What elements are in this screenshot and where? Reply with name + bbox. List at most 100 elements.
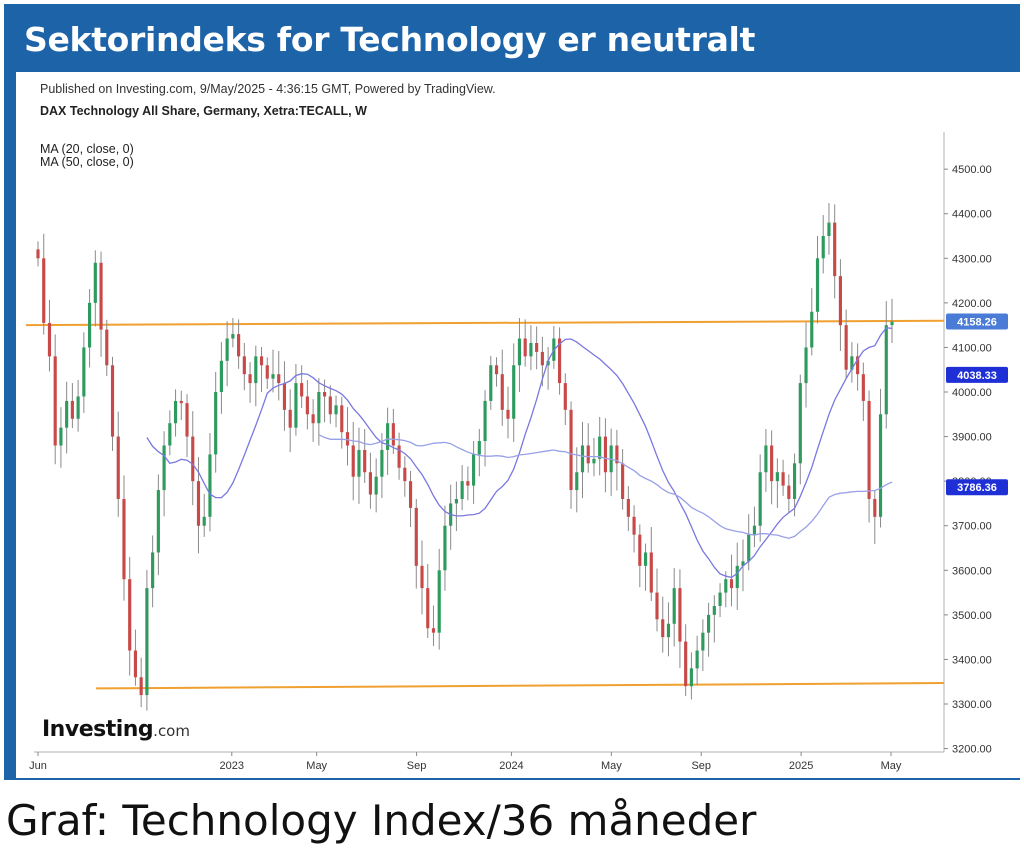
candle-body xyxy=(787,485,791,499)
candle-body xyxy=(334,405,338,415)
x-tick-label: Sep xyxy=(407,760,427,772)
y-tick-label: 3600.00 xyxy=(952,565,992,577)
candle-body xyxy=(88,302,92,348)
candle-body xyxy=(173,400,178,424)
y-tick-label: 4200.00 xyxy=(952,298,992,310)
candle-body xyxy=(110,365,115,437)
candle-body xyxy=(65,400,69,428)
candle-body xyxy=(363,449,367,473)
candle-body xyxy=(712,605,716,615)
candle-body xyxy=(466,481,470,486)
symbol-label: DAX Technology All Share, Germany, Xetra… xyxy=(40,104,367,118)
candle-body xyxy=(626,498,630,517)
candle-body xyxy=(512,365,516,419)
chart-frame: Sektorindeks for Technology er neutralt … xyxy=(4,4,1020,780)
investing-logo-mark: Investing xyxy=(42,717,154,742)
candle-body xyxy=(695,650,699,669)
price-label-text: 4038.33 xyxy=(957,370,997,382)
candle-body xyxy=(340,405,344,433)
candle-body xyxy=(523,338,527,357)
x-tick-label: May xyxy=(601,760,622,772)
candle-body xyxy=(277,374,281,384)
x-tick-label: 2024 xyxy=(499,760,523,772)
price-label-box xyxy=(946,313,1008,330)
candle-body xyxy=(191,436,195,482)
candle-body xyxy=(426,588,430,629)
candle-body xyxy=(764,445,768,473)
indicator-ma20-label: MA (20, close, 0) xyxy=(40,142,134,156)
candle-body xyxy=(535,342,539,352)
candle-body xyxy=(116,436,120,499)
y-tick-label: 4300.00 xyxy=(952,253,992,265)
investing-logo-suffix: .com xyxy=(153,722,190,740)
candle-body xyxy=(248,374,252,384)
candle-body xyxy=(792,463,797,499)
candle-body xyxy=(741,561,745,566)
published-note: Published on Investing.com, 9/May/2025 -… xyxy=(40,82,496,96)
candle-body xyxy=(838,276,842,326)
candle-body xyxy=(391,423,395,446)
resistance-line xyxy=(25,319,945,327)
candle-body xyxy=(701,632,705,651)
candle-body xyxy=(414,507,418,566)
candle-body xyxy=(219,360,223,393)
price-label-box xyxy=(946,366,1008,383)
candle-body xyxy=(214,392,218,455)
candle-body xyxy=(598,436,602,459)
candle-body xyxy=(323,392,327,397)
candle-body xyxy=(770,445,774,482)
candle-body xyxy=(76,396,80,419)
candle-body xyxy=(225,338,229,361)
y-tick-label: 4500.00 xyxy=(952,164,992,176)
candle-body xyxy=(374,476,378,495)
candle-body xyxy=(208,454,212,517)
candle-body xyxy=(99,262,103,330)
candle-body xyxy=(724,579,728,593)
candle-body xyxy=(357,449,361,477)
candle-body xyxy=(850,356,854,370)
candle-body xyxy=(305,396,309,415)
candle-body xyxy=(351,445,355,477)
candle-body xyxy=(145,588,149,696)
candle-body xyxy=(483,400,487,442)
candle-body xyxy=(386,423,390,450)
candle-body xyxy=(890,321,894,326)
candle-body xyxy=(431,628,436,633)
x-tick-label: 2025 xyxy=(789,760,813,772)
candle-body xyxy=(133,650,138,678)
figure-caption: Graf: Technology Index/36 måneder xyxy=(6,796,757,845)
candle-body xyxy=(162,445,166,491)
candle-body xyxy=(70,400,74,419)
candle-body xyxy=(833,222,837,277)
candle-body xyxy=(408,481,413,508)
x-tick-label: Sep xyxy=(691,760,711,772)
page-title: Sektorindeks for Technology er neutralt xyxy=(24,20,756,59)
x-tick-label: Jun xyxy=(29,760,47,772)
price-label-text: 4158.26 xyxy=(957,316,997,328)
candle-body xyxy=(569,409,573,491)
candle-body xyxy=(592,458,596,464)
y-tick-label: 4100.00 xyxy=(952,342,992,354)
candle-body xyxy=(122,498,126,580)
candle-body xyxy=(615,445,619,464)
candle-body xyxy=(53,356,57,446)
candle-body xyxy=(672,588,676,624)
candle-body xyxy=(151,552,155,589)
candle-body xyxy=(575,472,579,491)
candle-body xyxy=(196,481,201,526)
candle-body xyxy=(781,472,785,486)
candle-body xyxy=(735,565,739,589)
candle-body xyxy=(460,481,464,499)
candle-body xyxy=(231,334,235,339)
candle-body xyxy=(265,365,269,379)
candle-body xyxy=(156,490,160,553)
candle-body xyxy=(403,467,407,482)
candle-body xyxy=(804,347,808,384)
candle-body xyxy=(259,356,264,366)
candle-body xyxy=(878,414,883,517)
candle-body xyxy=(282,383,287,410)
y-tick-label: 3400.00 xyxy=(952,654,992,666)
candle-body xyxy=(689,668,693,687)
candle-body xyxy=(563,383,567,410)
candle-body xyxy=(810,311,814,348)
